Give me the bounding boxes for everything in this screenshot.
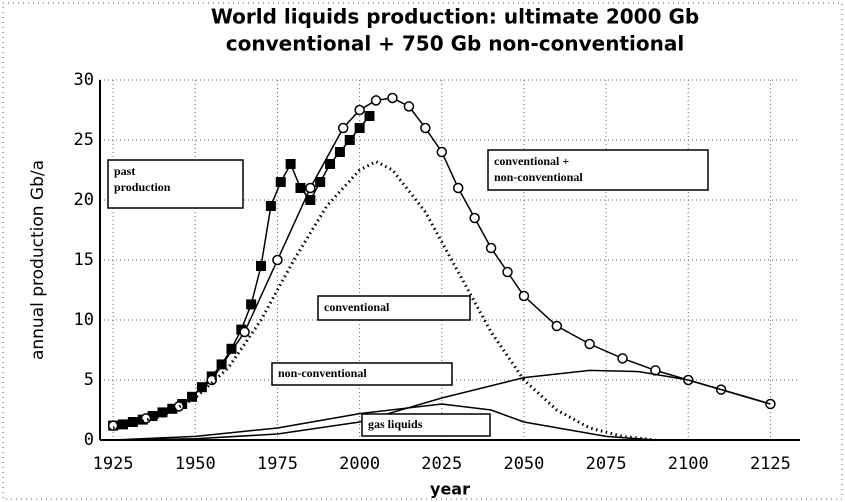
marker (584, 338, 595, 350)
marker (364, 111, 375, 121)
x-tick-label: 1950 (175, 454, 216, 474)
x-tick-label: 2125 (750, 454, 791, 474)
marker (285, 159, 296, 169)
x-axis-label: year (430, 480, 470, 499)
marker (469, 212, 480, 224)
annotation: non-conventional (278, 366, 367, 380)
series-line (112, 97, 771, 427)
marker (337, 122, 349, 134)
marker (420, 122, 431, 134)
annotation: past production (114, 164, 171, 194)
annotation-box (317, 295, 471, 321)
marker (485, 242, 497, 254)
marker (246, 299, 257, 310)
marker (436, 146, 448, 158)
x-tick-label: 2050 (503, 454, 544, 474)
x-tick-label: 2000 (339, 454, 380, 474)
marker (452, 182, 464, 194)
marker (370, 95, 382, 106)
marker (354, 104, 365, 116)
annotation: gas liquids (368, 417, 423, 431)
y-tick-label: 5 (84, 370, 94, 390)
x-tick-label: 2075 (586, 454, 627, 474)
series-line (113, 369, 771, 441)
marker (315, 177, 326, 187)
y-tick-label: 25 (74, 130, 94, 150)
chart-title: conventional + 750 Gb non-conventional (226, 32, 684, 56)
marker (334, 147, 345, 157)
marker (256, 261, 267, 271)
annotation-box (271, 362, 453, 386)
marker (275, 177, 286, 187)
annotation-box (361, 413, 491, 437)
y-tick-label: 30 (74, 70, 94, 90)
y-axis-label: annual production Gb/a (28, 160, 48, 360)
y-tick-label: 0 (84, 430, 94, 450)
series-line (112, 159, 656, 442)
marker (107, 420, 119, 431)
marker (239, 326, 250, 338)
annotation-box (487, 149, 709, 191)
annotation: conventional (324, 300, 390, 314)
x-tick-label: 1925 (93, 454, 134, 474)
y-tick-label: 15 (74, 250, 94, 270)
marker (173, 401, 185, 412)
x-tick-label: 2100 (668, 454, 709, 474)
marker (344, 135, 355, 145)
marker (502, 266, 513, 278)
marker (226, 343, 237, 354)
annotation-box (107, 159, 244, 209)
marker (518, 290, 530, 302)
marker (551, 320, 563, 332)
chart-title: World liquids production: ultimate 2000 … (211, 5, 699, 29)
annotation: conventional + non-conventional (494, 154, 583, 184)
marker (295, 183, 306, 193)
marker (325, 159, 336, 169)
series-line (113, 403, 656, 441)
x-tick-label: 1975 (257, 454, 298, 474)
x-tick-label: 2025 (421, 454, 462, 474)
marker (387, 92, 398, 104)
marker (617, 353, 628, 364)
y-tick-label: 10 (74, 310, 94, 330)
y-tick-label: 20 (74, 190, 94, 210)
marker (305, 195, 316, 205)
marker (403, 101, 415, 112)
marker (265, 201, 276, 211)
marker (305, 182, 316, 194)
marker (354, 123, 365, 133)
marker (272, 254, 283, 266)
